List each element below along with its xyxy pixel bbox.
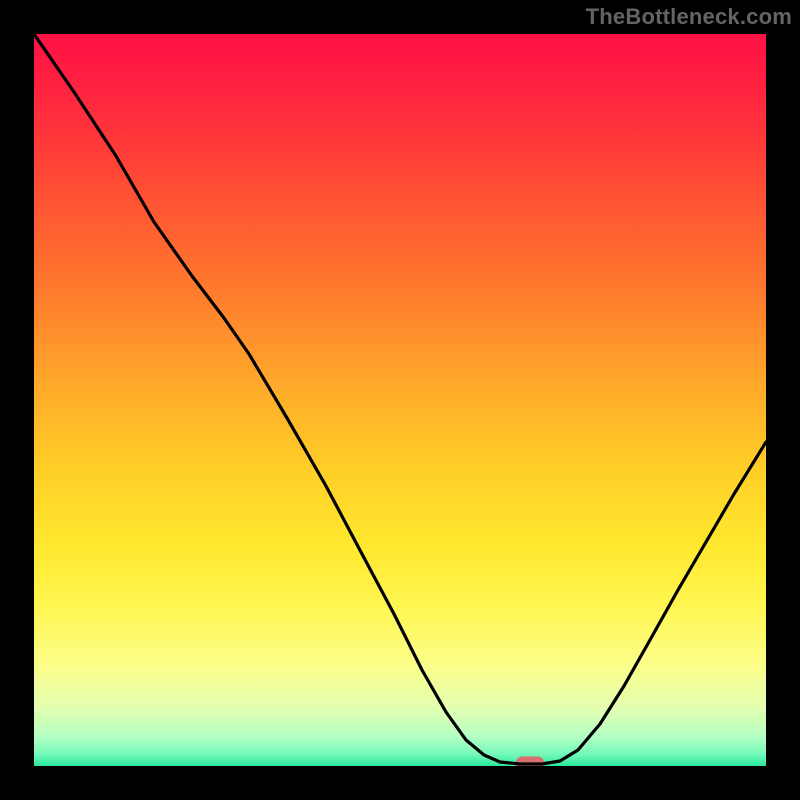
chart-background: [34, 34, 766, 766]
watermark-text: TheBottleneck.com: [586, 4, 792, 30]
plot-area: [34, 34, 766, 766]
chart-svg: [34, 34, 766, 766]
chart-frame: TheBottleneck.com: [0, 0, 800, 800]
